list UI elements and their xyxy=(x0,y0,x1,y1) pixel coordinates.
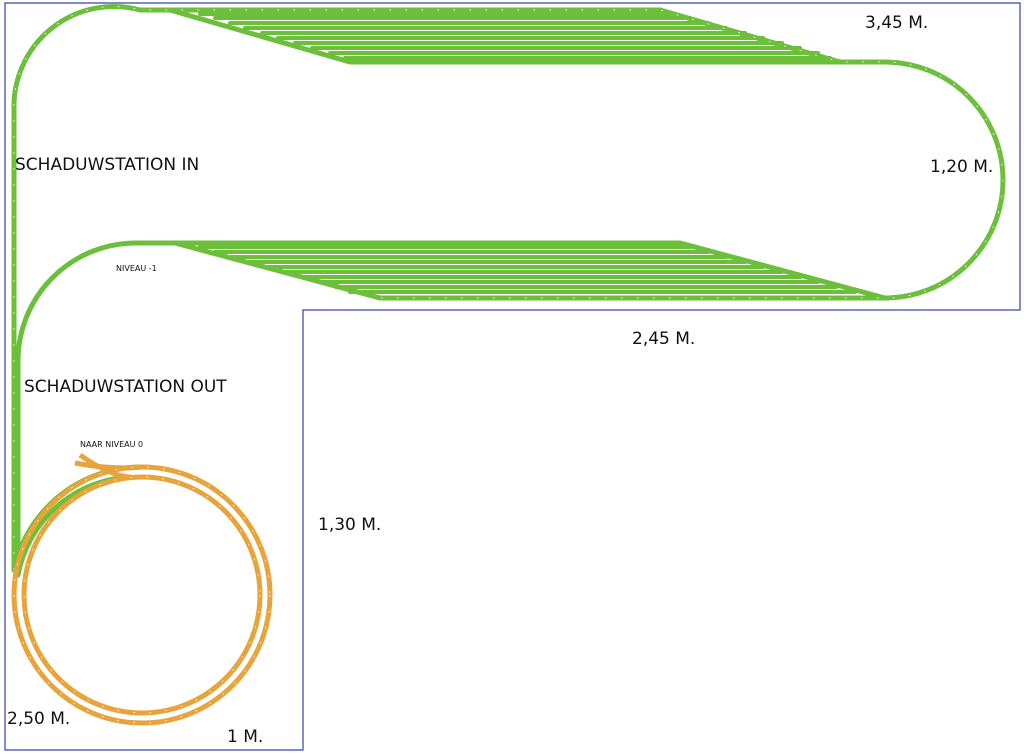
level-label: NAAR NIVEAU 0 xyxy=(80,440,143,449)
station-label: SCHADUWSTATION OUT xyxy=(24,377,227,397)
tracks xyxy=(11,4,1006,726)
station-label: SCHADUWSTATION IN xyxy=(15,155,199,175)
dimension-label: 2,45 M. xyxy=(632,329,695,349)
dimension-label: 2,50 M. xyxy=(7,709,70,729)
board-outline xyxy=(4,2,1021,751)
dimension-label: 1 M. xyxy=(227,727,263,747)
dimension-label: 3,45 M. xyxy=(865,13,928,33)
level-label: NIVEAU -1 xyxy=(116,264,157,273)
dimension-label: 1,20 M. xyxy=(930,157,993,177)
dimension-label: 1,30 M. xyxy=(318,515,381,535)
